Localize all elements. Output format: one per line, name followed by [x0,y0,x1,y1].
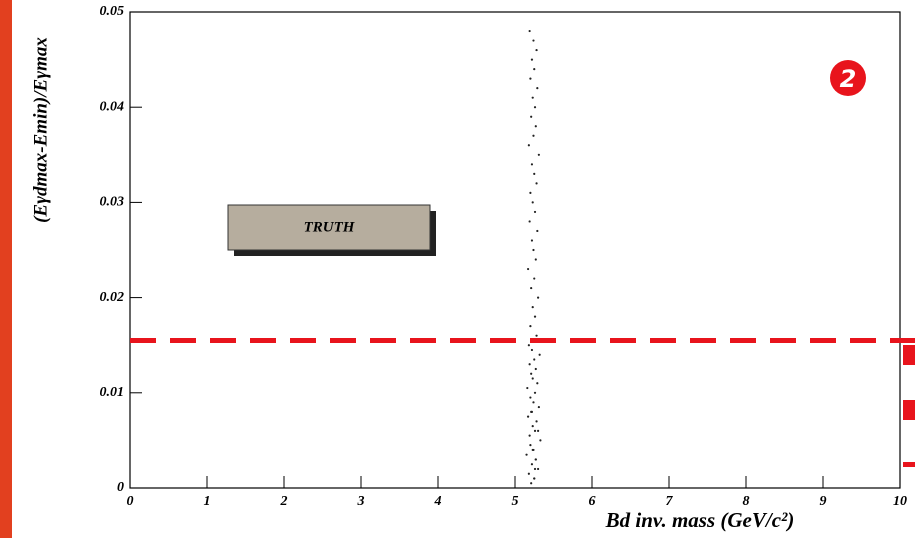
x-axis-label: Bd inv. mass (GeV/c²) [605,508,795,532]
point [526,415,530,418]
point [525,453,528,456]
point [539,439,542,442]
point [535,420,538,423]
point [528,363,531,366]
point [531,425,534,428]
point [529,396,532,399]
side-bar [0,0,12,538]
point [529,325,532,328]
annotation-box [227,204,431,251]
x-tick-label: 10 [893,494,907,509]
point [533,315,537,318]
y-tick-label: 0.03 [100,195,125,210]
x-tick-label: 4 [434,494,442,509]
point [527,472,530,475]
point [530,348,534,352]
point [536,229,539,233]
point [537,467,540,471]
point [537,429,540,432]
point [531,377,534,380]
point [537,153,540,156]
point [532,248,535,252]
point [533,210,537,214]
edge-glyph [903,462,915,467]
point [531,96,534,99]
y-tick-label: 0.04 [100,99,125,114]
point [533,477,536,480]
annotation: TRUTH [304,219,356,235]
badge-circle [830,60,866,96]
point [536,87,539,90]
point [533,172,536,175]
point [528,434,531,437]
badge: 2 [840,65,857,93]
y-tick-label: 0.01 [100,385,125,400]
x-tick-label: 1 [204,494,211,509]
point [533,277,536,280]
x-tick-label: 6 [589,494,596,509]
point [530,58,534,61]
x-tick-label: 2 [280,494,288,509]
point [534,458,537,461]
edge-glyph [903,400,915,420]
point [530,482,533,485]
point [537,296,540,299]
point [532,134,535,137]
point [537,405,540,409]
point [538,353,541,356]
point [530,463,534,466]
point [531,201,534,204]
point [531,306,534,309]
point [535,182,538,185]
y-tick-label: 0 [117,480,124,495]
point [534,258,537,261]
point [530,115,533,118]
point [535,48,538,52]
point [533,429,537,432]
point [533,106,537,109]
x-tick-label: 3 [357,494,365,509]
point [530,410,533,413]
x-tick-label: 5 [512,494,519,509]
y-tick-label: 0.02 [100,290,125,305]
point [533,358,536,361]
point [529,77,532,80]
x-tick-label: 7 [666,494,674,509]
point [527,144,530,147]
point [533,391,537,394]
point [532,39,535,42]
point [528,29,531,33]
edge-glyph [903,345,915,365]
point [536,382,539,385]
point [531,448,534,452]
point [530,163,534,166]
point [534,367,537,371]
point [535,334,538,337]
x-tick-label: 9 [820,494,827,509]
point [533,467,537,471]
y-axis-label: (Eγdmax-Emin)/Eγmax [30,37,51,223]
point [526,267,530,271]
point [527,344,530,347]
point [528,220,531,223]
point [529,444,532,447]
point [530,372,533,375]
x-tick-label: 8 [743,494,750,509]
point [533,68,536,71]
point [529,191,532,194]
point [532,401,535,404]
x-tick-label: 0 [127,494,134,509]
point [526,386,529,390]
point [530,286,533,290]
point [534,125,537,128]
y-tick-label: 0.05 [100,4,125,19]
point [530,239,534,242]
